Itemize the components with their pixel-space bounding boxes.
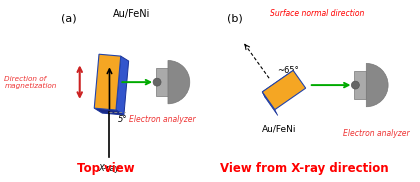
Bar bbox=[156, 68, 168, 96]
Text: Au/FeNi: Au/FeNi bbox=[113, 9, 150, 19]
Text: Au/FeNi: Au/FeNi bbox=[262, 124, 296, 133]
Text: 5°: 5° bbox=[118, 115, 127, 124]
Text: Surface normal direction: Surface normal direction bbox=[270, 9, 364, 18]
Text: X-ray: X-ray bbox=[99, 164, 120, 173]
Bar bbox=[354, 71, 366, 99]
Text: Electron analyzer: Electron analyzer bbox=[343, 129, 410, 138]
Text: (a): (a) bbox=[61, 13, 76, 23]
Text: Electron analyzer: Electron analyzer bbox=[129, 115, 195, 124]
Text: Top view: Top view bbox=[77, 162, 134, 175]
Polygon shape bbox=[94, 108, 124, 115]
Polygon shape bbox=[94, 54, 121, 110]
Polygon shape bbox=[262, 70, 296, 98]
Polygon shape bbox=[116, 56, 129, 115]
Polygon shape bbox=[262, 70, 306, 110]
Circle shape bbox=[153, 78, 161, 86]
Circle shape bbox=[352, 81, 360, 89]
Text: Direction of
magnetization: Direction of magnetization bbox=[4, 76, 57, 89]
Text: ~65°: ~65° bbox=[277, 66, 299, 75]
Text: View from X-ray direction: View from X-ray direction bbox=[220, 162, 388, 175]
Wedge shape bbox=[366, 64, 388, 107]
Polygon shape bbox=[262, 92, 278, 116]
Text: (b): (b) bbox=[228, 13, 243, 23]
Wedge shape bbox=[168, 60, 190, 104]
